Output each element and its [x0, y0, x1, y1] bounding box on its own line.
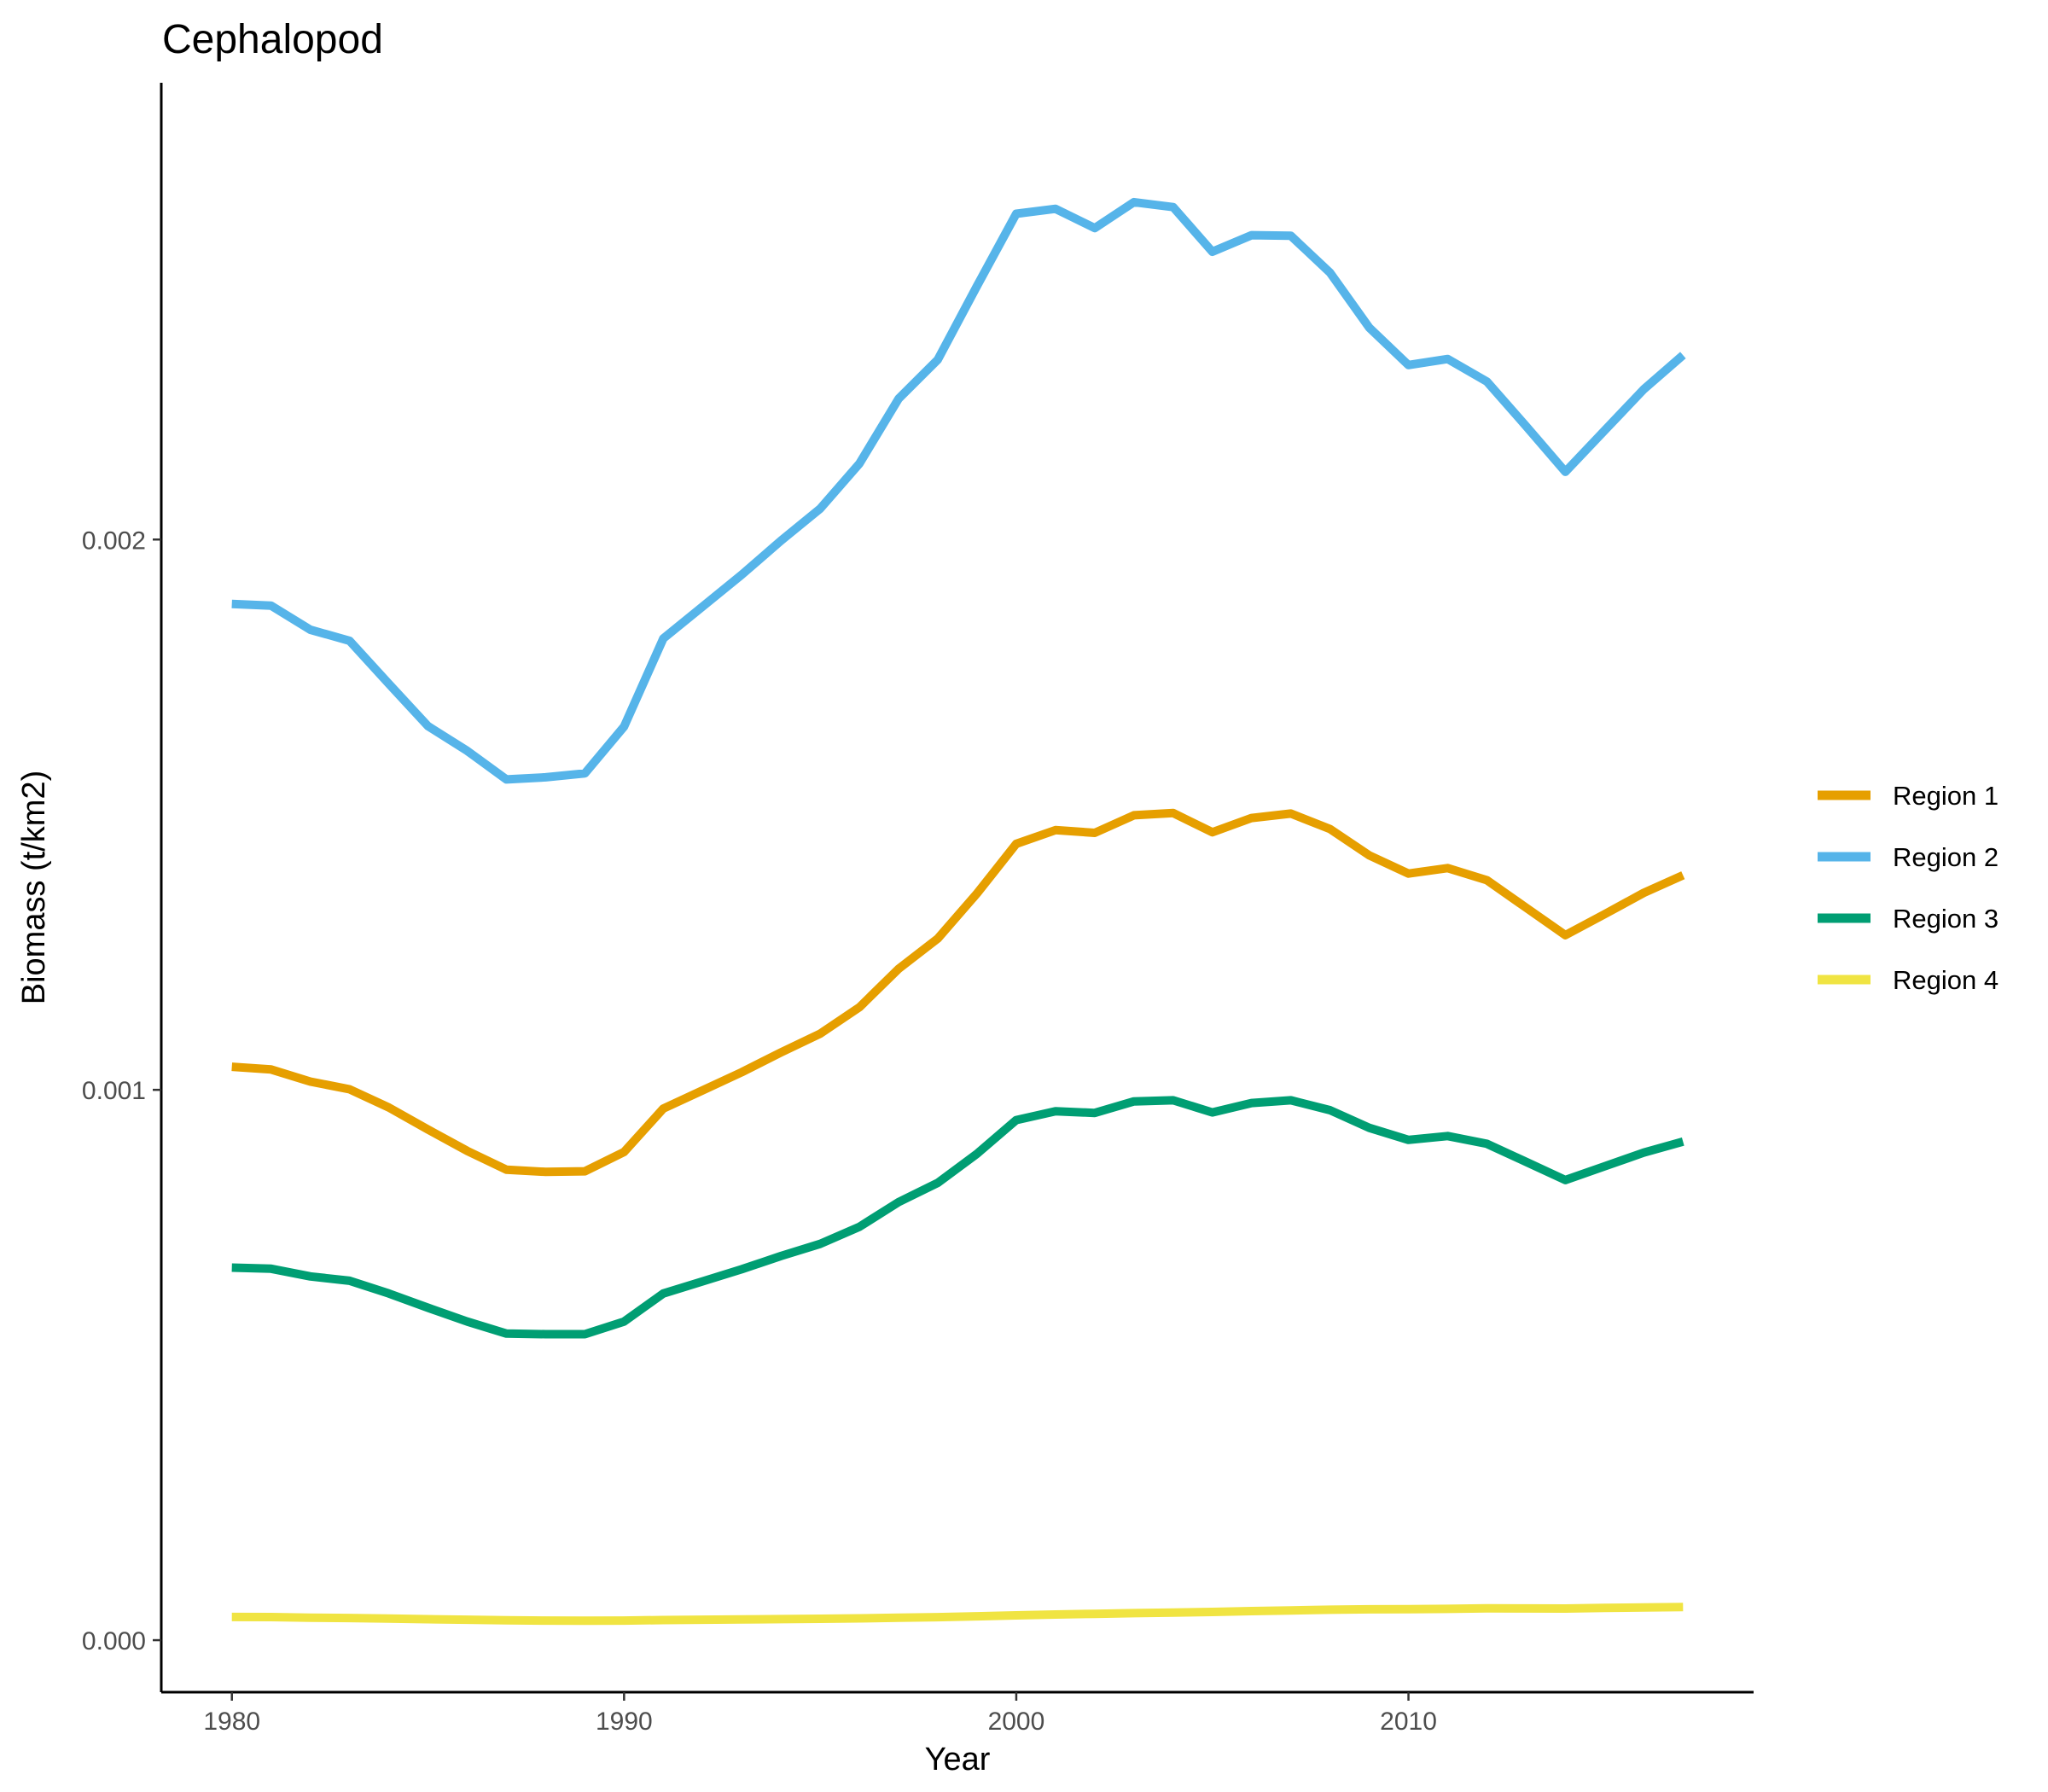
legend: Region 1 Region 2 Region 3 Region 4: [1818, 781, 1999, 995]
series-line-region-2: [231, 197, 1686, 784]
legend-label-region-3: Region 3: [1893, 904, 1999, 934]
legend-label-region-2: Region 2: [1893, 842, 1999, 872]
x-tick-label: 2000: [988, 1708, 1045, 1736]
x-axis-ticks: 1980 1990 2000 2010: [203, 1692, 1437, 1736]
y-tick-label: 0.002: [82, 527, 146, 555]
x-tick-label: 1990: [596, 1708, 653, 1736]
x-axis-title: Year: [925, 1742, 991, 1777]
x-tick-label: 2010: [1380, 1708, 1437, 1736]
chart-title: Cephalopod: [162, 17, 383, 62]
y-tick-label: 0.000: [82, 1627, 146, 1655]
series-line-region-4: [231, 1603, 1684, 1626]
legend-label-region-1: Region 1: [1893, 781, 1999, 811]
plot-area: [231, 197, 1686, 1626]
y-tick-label: 0.001: [82, 1077, 146, 1105]
legend-label-region-4: Region 4: [1893, 965, 1999, 995]
y-axis-ticks: 0.000 0.001 0.002: [82, 527, 161, 1655]
x-tick-label: 1980: [203, 1708, 260, 1736]
series-line-region-1: [231, 808, 1685, 1177]
y-axis-title: Biomass (t/km2): [16, 771, 52, 1004]
series-line-region-3: [231, 1096, 1684, 1339]
